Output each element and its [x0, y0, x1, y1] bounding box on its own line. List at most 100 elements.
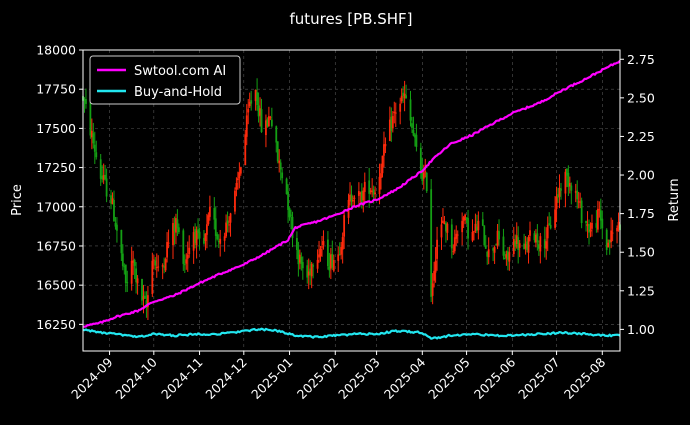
candle-body-down — [104, 174, 107, 179]
candle-body-down — [585, 220, 587, 224]
candle-body-down — [504, 257, 506, 259]
candle-body-up — [259, 108, 261, 116]
candle-body-up — [363, 181, 366, 192]
candle-body-down — [123, 266, 126, 268]
candle-body-up — [596, 208, 599, 230]
candle-body-up — [352, 200, 354, 202]
candle-body-up — [247, 109, 250, 113]
candle-body-down — [145, 300, 148, 309]
candle-body-up — [102, 175, 105, 180]
candle-body-up — [529, 230, 531, 236]
candle-body-up — [383, 144, 385, 156]
candle-body-down — [595, 223, 598, 228]
y-left-tick-label: 17000 — [36, 199, 76, 214]
candle-body-down — [517, 237, 520, 250]
candle-body-up — [195, 230, 198, 246]
candle-body-down — [502, 236, 505, 256]
candle-body-up — [340, 247, 343, 255]
candle-body-up — [452, 251, 455, 253]
candle-body-up — [586, 223, 589, 227]
candle-body-down — [599, 210, 602, 221]
candle-body-up — [598, 209, 601, 211]
candle-body-down — [312, 265, 315, 267]
candle-body-down — [605, 229, 608, 250]
candle-body-down — [481, 219, 484, 226]
return-lines — [82, 60, 621, 340]
candle-body-down — [288, 208, 291, 218]
candle-body-down — [296, 238, 298, 251]
candle-body-up — [318, 254, 320, 258]
candle-body-up — [164, 259, 167, 271]
candle-body-down — [126, 282, 129, 284]
candle-body-down — [331, 253, 334, 268]
candle-body-up — [453, 237, 456, 252]
candle-body-up — [228, 224, 230, 226]
y-right-tick-label: 1.25 — [627, 283, 655, 298]
candle-body-up — [496, 230, 499, 247]
candle-body-up — [223, 236, 226, 241]
candle-body-down — [567, 172, 570, 187]
candle-body-down — [372, 189, 375, 195]
candle-body-down — [390, 116, 393, 131]
candle-body-up — [343, 215, 346, 237]
candle-body-up — [473, 231, 475, 233]
legend-box — [89, 55, 241, 105]
candle-body-down — [301, 262, 304, 269]
y-left-tick-label: 16250 — [36, 317, 76, 332]
candle-body-up — [155, 267, 158, 269]
plot-frame — [82, 49, 621, 352]
candle-body-down — [135, 268, 138, 283]
candle-body-up — [235, 183, 238, 190]
candle-body-up — [359, 193, 362, 195]
candle-body-up — [167, 242, 170, 244]
candle-body-down — [580, 200, 583, 224]
candle-body-down — [144, 295, 146, 299]
series-line-ai — [83, 60, 621, 328]
candle-body-up — [384, 144, 387, 147]
candle-body-down — [601, 218, 604, 229]
candle-body-up — [188, 247, 191, 254]
candle-body-up — [207, 215, 210, 225]
candle-body-down — [506, 251, 509, 260]
candle-body-down — [114, 222, 117, 227]
candle-body-up — [161, 265, 164, 267]
candle-body-up — [254, 89, 257, 102]
candle-body-down — [216, 234, 219, 240]
candle-body-down — [177, 227, 180, 233]
candle-body-down — [154, 260, 157, 266]
candle-body-down — [250, 100, 253, 104]
candle-body-down — [121, 253, 124, 267]
y-right-tick-label: 1.00 — [627, 322, 655, 337]
candle-body-up — [90, 130, 93, 138]
candle-body-up — [175, 218, 177, 233]
candle-body-down — [176, 219, 179, 229]
candle-body-up — [357, 191, 360, 196]
candle-body-up — [558, 187, 561, 197]
y-right-tick-label: 2.25 — [627, 129, 655, 144]
candle-body-up — [206, 224, 208, 235]
candle-body-up — [186, 254, 189, 259]
candle-body-up — [424, 171, 427, 173]
candle-body-up — [403, 93, 406, 99]
candle-body-up — [446, 223, 449, 233]
candle-body-down — [290, 214, 292, 216]
y-right-tick-label: 2.50 — [627, 90, 655, 105]
candle-body-up — [307, 271, 310, 276]
candle-body-up — [527, 236, 530, 253]
candle-body-down — [415, 134, 418, 147]
candle-body-up — [245, 115, 248, 137]
candle-body-down — [306, 265, 309, 278]
candle-body-up — [332, 260, 335, 271]
candle-body-down — [260, 109, 263, 133]
candle-body-down — [297, 249, 300, 265]
candle-body-down — [523, 243, 526, 250]
candle-body-up — [442, 220, 444, 224]
candle-body-up — [204, 233, 207, 242]
candle-body-down — [409, 99, 412, 121]
y-right-tick-label: 1.75 — [627, 206, 655, 221]
candle-body-down — [275, 126, 278, 143]
candle-body-down — [279, 162, 282, 170]
candle-body-up — [310, 263, 313, 277]
